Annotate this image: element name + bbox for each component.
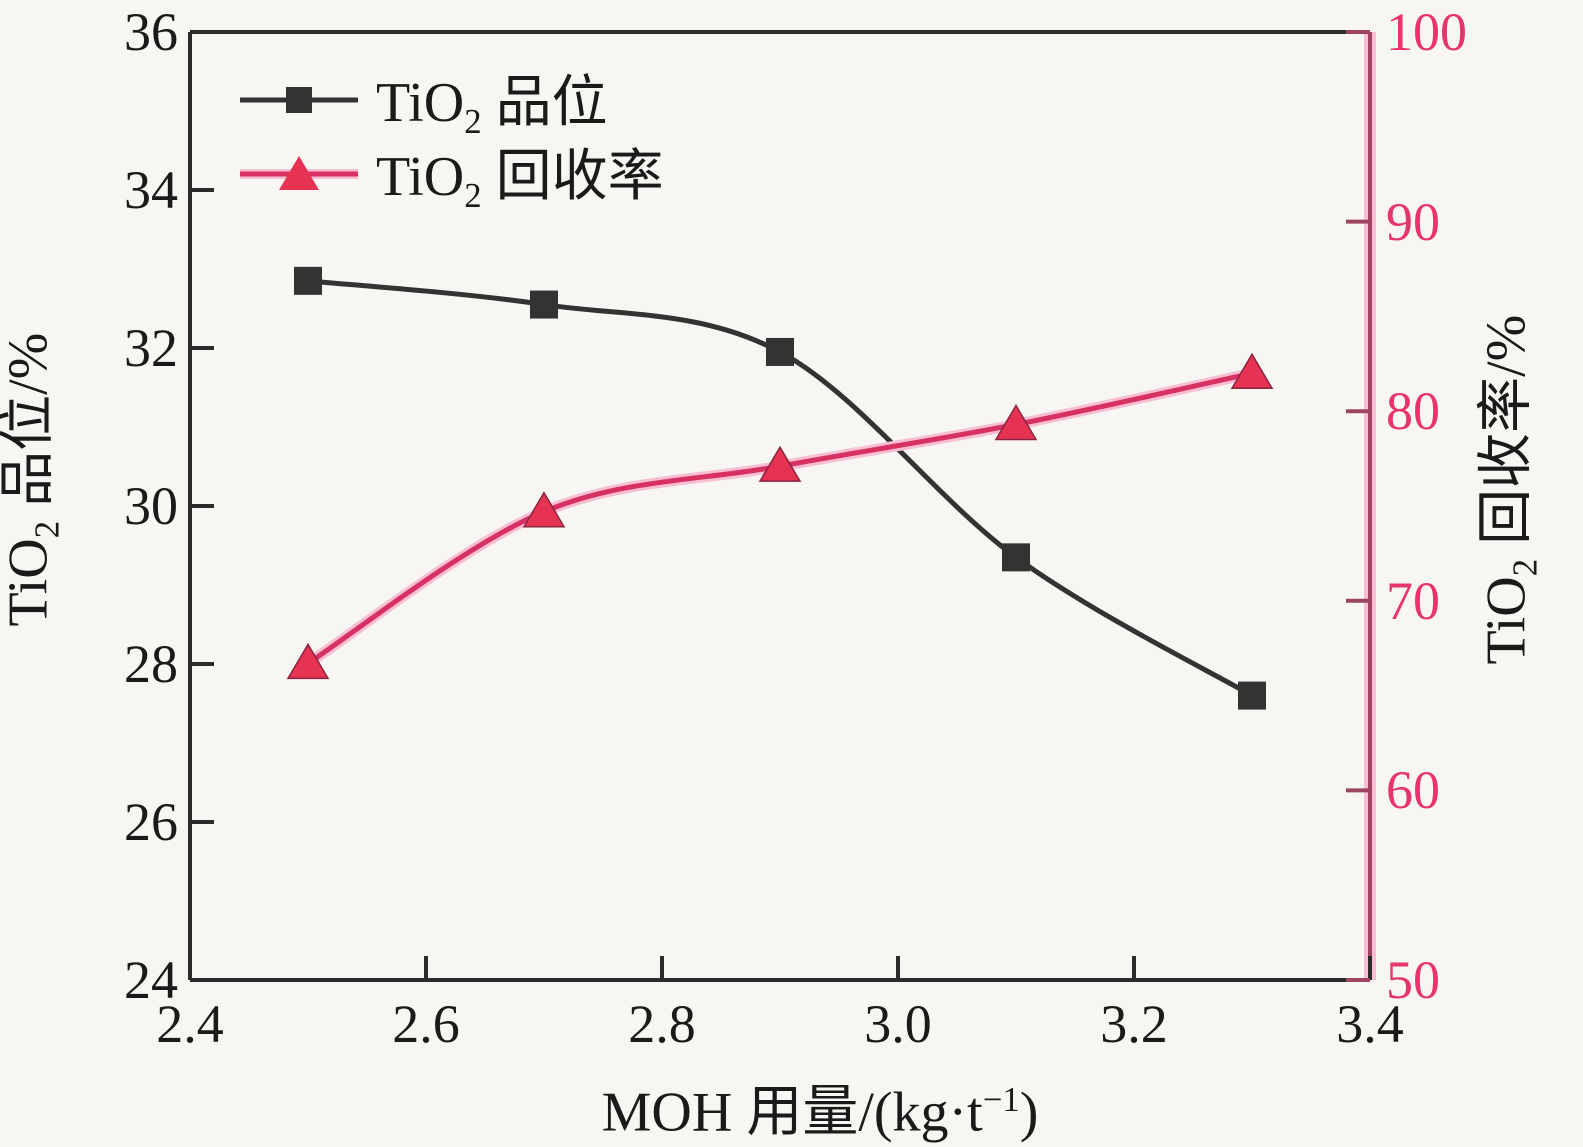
legend-sample-grade-line <box>240 87 358 113</box>
x-tick-label: 2.8 <box>628 994 696 1054</box>
y-right-tick-label: 70 <box>1386 571 1440 631</box>
legend-label: TiO2 回收率 <box>376 146 664 216</box>
y-right-tick-label: 50 <box>1386 950 1440 1010</box>
x-tick-label: 2.4 <box>156 994 224 1054</box>
y-left-axis-title: TiO2 品位/% <box>0 332 67 627</box>
triangle-marker-icon <box>279 156 319 190</box>
y-left-tick-label: 30 <box>124 476 178 536</box>
recovery-point-marker <box>758 445 802 482</box>
x-tick-label: 2.6 <box>392 994 460 1054</box>
y-right-tick-label: 80 <box>1386 381 1440 441</box>
legend: TiO2 品位 TiO2 回收率 <box>238 63 664 216</box>
square-marker-icon <box>286 87 312 113</box>
recovery-point-marker <box>994 403 1038 441</box>
y-left-tick-label: 32 <box>124 318 178 378</box>
recovery-point-marker <box>522 491 566 528</box>
grade-point-marker <box>530 290 558 319</box>
y-left-tick-label: 26 <box>124 792 178 852</box>
y-right-axis-title: TiO2 回收率/% <box>1475 314 1545 665</box>
y-right-tick-label: 90 <box>1386 192 1440 252</box>
legend-sample-recovery-line <box>240 156 358 190</box>
y-right-tick-label: 100 <box>1386 2 1467 62</box>
y-left-tick-label: 36 <box>124 2 178 62</box>
grade-point-marker <box>1238 681 1266 710</box>
y-left-tick-label: 28 <box>124 634 178 694</box>
recovery-point-marker <box>1230 352 1274 390</box>
legend-entry-grade: TiO2 品位 <box>238 63 664 142</box>
x-tick-label: 3.2 <box>1100 994 1168 1054</box>
x-tick-label: 3.4 <box>1336 994 1404 1054</box>
x-tick-label: 3.0 <box>864 994 932 1054</box>
legend-entry-recovery: TiO2 回收率 <box>238 137 664 216</box>
y-left-tick-label: 34 <box>124 160 178 220</box>
grade-point-marker <box>766 337 794 366</box>
y-left-tick-label: 24 <box>124 950 178 1010</box>
y-right-tick-label: 60 <box>1386 760 1440 820</box>
x-axis-title: MOH 用量/(kg·t−1) <box>601 1080 1039 1144</box>
grade-point-marker <box>1002 543 1030 572</box>
recovery-point-marker <box>286 642 330 680</box>
legend-label: TiO2 品位 <box>376 72 608 142</box>
grade-point-marker <box>294 266 322 295</box>
